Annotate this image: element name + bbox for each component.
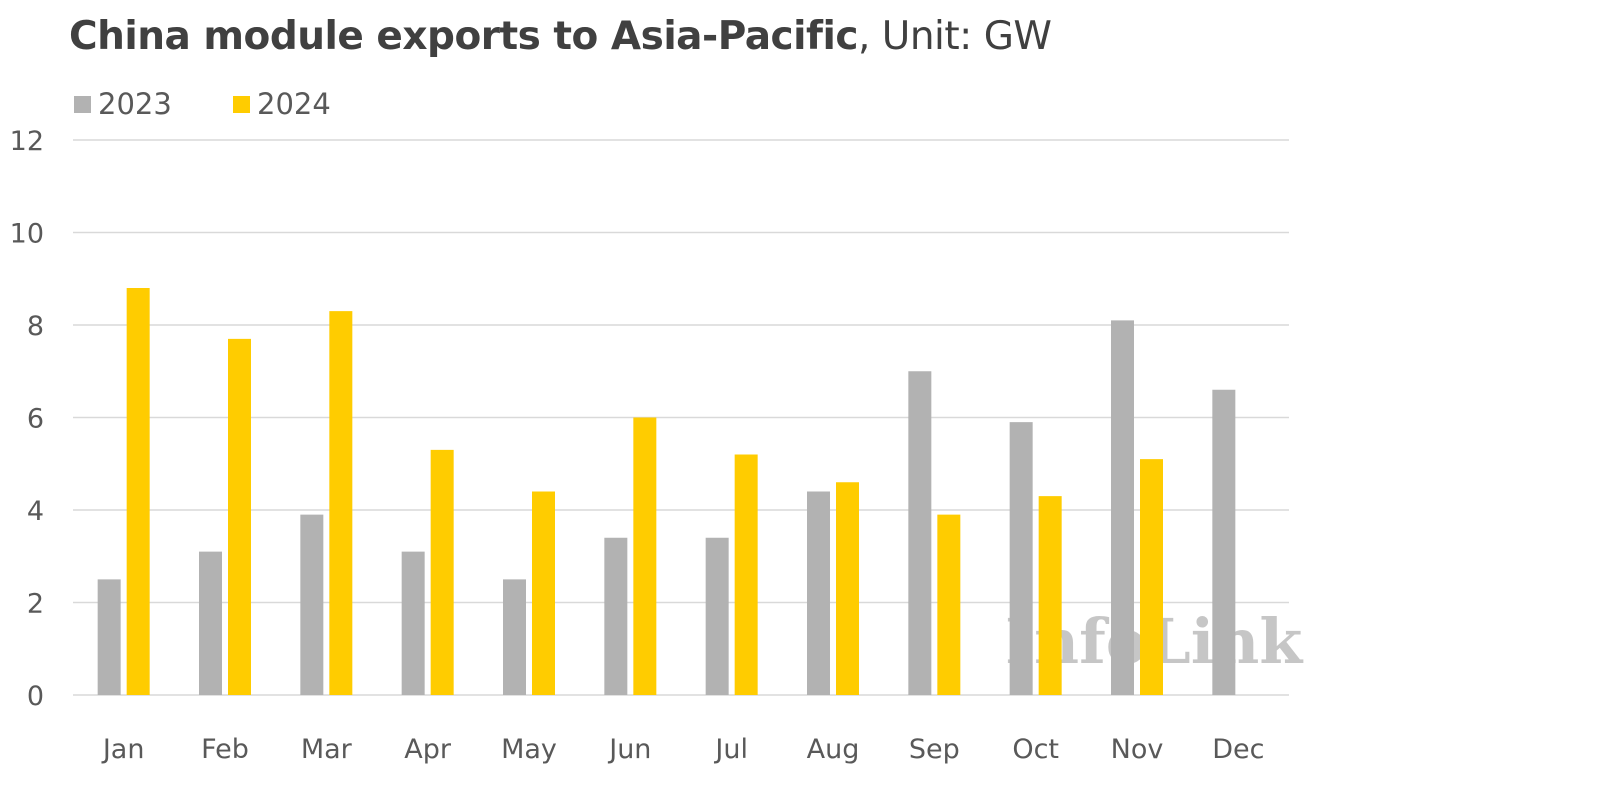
x-tick-label: Jun bbox=[607, 734, 651, 765]
bar-2023-Oct bbox=[1009, 422, 1033, 695]
y-tick-label: 6 bbox=[27, 404, 44, 435]
bar-2024-May bbox=[532, 491, 555, 695]
bar-2024-Aug bbox=[836, 482, 859, 695]
legend-swatch-2024 bbox=[233, 96, 250, 113]
chart-title: China module exports to Asia-Pacific, Un… bbox=[69, 12, 1052, 62]
x-tick-label: Sep bbox=[909, 734, 960, 765]
bar-2024-Jun bbox=[633, 417, 657, 695]
bar-2024-Mar bbox=[329, 311, 353, 695]
bar-2023-Jul bbox=[705, 537, 729, 695]
y-tick-label: 10 bbox=[10, 219, 44, 250]
bar-2023-Nov bbox=[1111, 320, 1134, 695]
bar-2023-Feb bbox=[199, 551, 222, 695]
x-tick-label: Mar bbox=[301, 734, 353, 765]
legend-swatch-2023 bbox=[74, 96, 91, 113]
bar-2023-Jan bbox=[97, 579, 121, 695]
x-tick-label: Jul bbox=[713, 734, 748, 765]
chart-title-main: China module exports to Asia-Pacific bbox=[69, 14, 858, 59]
legend-label-2024: 2024 bbox=[257, 87, 331, 121]
bar-2023-Jun bbox=[604, 537, 628, 695]
x-tick-label: Apr bbox=[404, 734, 452, 765]
y-axis-tick-labels: 0 2 4 6 8 10 12 bbox=[10, 126, 44, 712]
legend: 2023 2024 bbox=[74, 87, 331, 121]
bar-2024-Feb bbox=[228, 338, 251, 695]
x-tick-label: Nov bbox=[1111, 734, 1164, 765]
bar-2024-Nov bbox=[1140, 459, 1163, 695]
x-tick-label: Dec bbox=[1212, 734, 1264, 765]
bar-2024-Sep bbox=[937, 514, 961, 695]
bar-2023-Apr bbox=[401, 551, 425, 695]
bar-2023-Dec bbox=[1212, 389, 1236, 695]
x-axis-tick-labels: Jan Feb Mar Apr May Jun Jul Aug Sep Oct Nov Dec bbox=[101, 734, 1265, 765]
y-tick-label: 2 bbox=[27, 589, 44, 620]
x-tick-label: Jan bbox=[101, 734, 145, 765]
y-tick-label: 0 bbox=[27, 681, 44, 712]
y-tick-label: 8 bbox=[27, 311, 44, 342]
chart-title-unit: , Unit: GW bbox=[857, 14, 1052, 59]
x-tick-label: Feb bbox=[201, 734, 249, 765]
x-tick-label: May bbox=[501, 734, 557, 765]
y-tick-label: 4 bbox=[27, 496, 44, 527]
gridlines bbox=[73, 139, 1289, 696]
bar-2024-Oct bbox=[1038, 496, 1062, 695]
bar-2023-May bbox=[503, 579, 526, 695]
bars bbox=[97, 288, 1236, 695]
y-tick-label: 12 bbox=[10, 126, 44, 157]
x-tick-label: Oct bbox=[1012, 734, 1059, 765]
x-tick-label: Aug bbox=[807, 734, 860, 765]
bar-2023-Mar bbox=[300, 514, 324, 695]
bar-2023-Aug bbox=[807, 491, 830, 695]
bar-2024-Apr bbox=[430, 449, 454, 695]
bar-2024-Jan bbox=[126, 288, 150, 695]
bar-2024-Jul bbox=[734, 454, 758, 695]
legend-label-2023: 2023 bbox=[98, 87, 172, 121]
bar-2023-Sep bbox=[908, 371, 932, 695]
